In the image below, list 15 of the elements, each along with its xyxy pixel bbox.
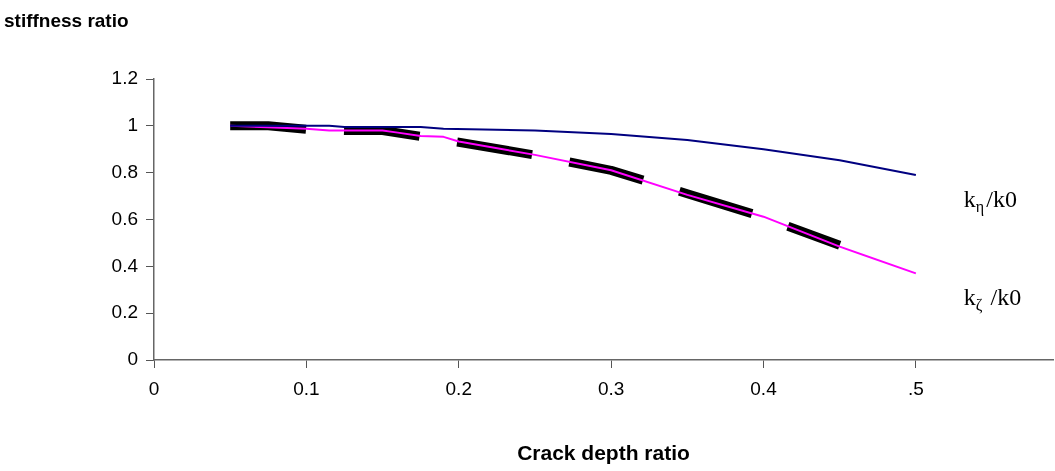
x-axis-title: Crack depth ratio (517, 441, 690, 465)
y-tick-label: 0 (127, 348, 138, 370)
x-tick-label: .5 (907, 377, 924, 399)
y-tick-label: 1 (127, 114, 138, 136)
y-tick-label: 0.4 (111, 254, 139, 276)
x-tick-label: 0.4 (750, 377, 778, 399)
y-tick-label: 0.8 (111, 160, 138, 182)
y-axis-title: stiffness ratio (4, 10, 129, 31)
x-tick-label: 0.2 (445, 377, 472, 399)
y-tick-label: 0.2 (111, 301, 138, 323)
x-tick-label: 0.1 (293, 377, 320, 399)
x-tick-label: 0.3 (597, 377, 625, 399)
x-tick-label: 0 (148, 377, 160, 399)
y-tick-label: 0.6 (111, 207, 138, 229)
y-tick-label: 1.2 (111, 67, 138, 89)
